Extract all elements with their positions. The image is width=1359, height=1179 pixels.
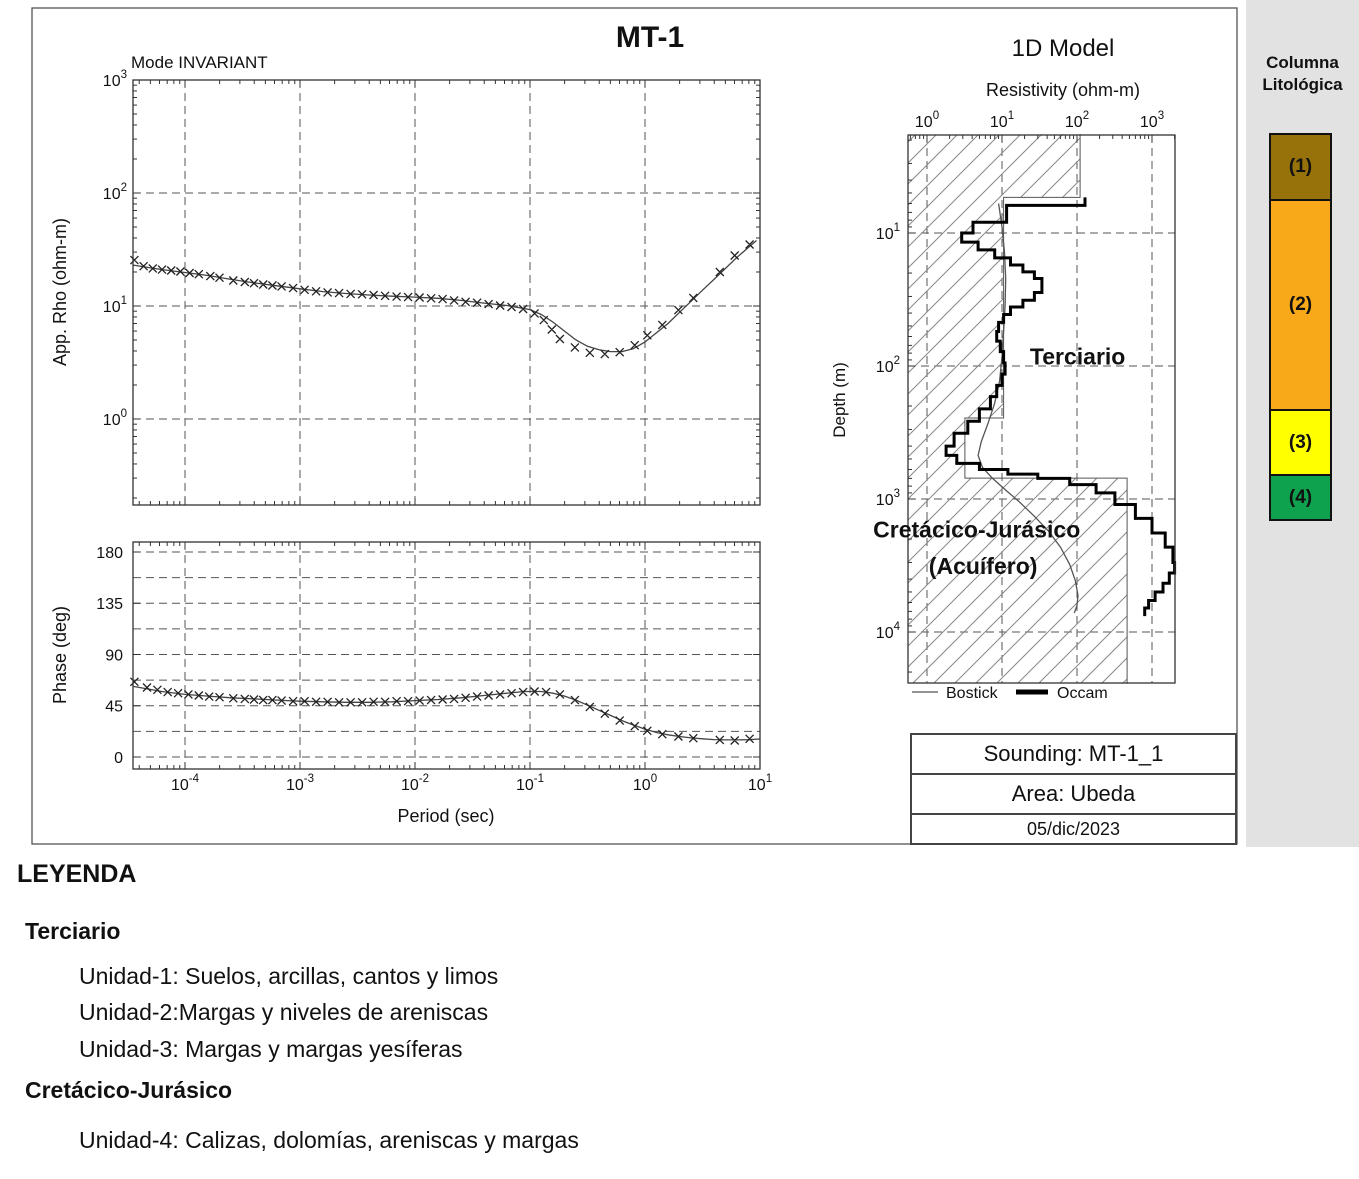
- model-annotations: Terciario Cretácico-Jurásico (Acuífero): [873, 344, 1125, 580]
- litho-header-line1: Columna: [1266, 53, 1339, 72]
- tick-label: 135: [96, 596, 123, 613]
- tick-label: 103: [1140, 110, 1164, 131]
- legend-heading-cretacico: Cretácico-Jurásico: [25, 1077, 233, 1103]
- occam-legend-label: Occam: [1057, 685, 1108, 702]
- tick-label: 10-1: [516, 773, 544, 794]
- apparent-resistivity-plot: 103 102 101 100: [103, 69, 761, 506]
- annotation-2: (Acuífero): [929, 553, 1038, 579]
- litho-column-header: Columna Litológica: [1246, 52, 1359, 96]
- tick-label: 101: [103, 295, 127, 316]
- figure-border: [31, 7, 1238, 845]
- rho-y-axis-label: App. Rho (ohm-m): [50, 218, 70, 366]
- tick-label: 102: [103, 182, 127, 203]
- sounding-info-table: Sounding: MT-1_1 Area: Ubeda 05/dic/2023: [910, 733, 1237, 845]
- phase-y-axis-label: Phase (deg): [50, 606, 70, 704]
- litho-header-line2: Litológica: [1262, 75, 1343, 94]
- litho-block-1: (1): [1269, 133, 1332, 201]
- tick-label: 103: [876, 488, 900, 509]
- tick-label: 90: [105, 647, 123, 664]
- litho-block-4: (4): [1269, 474, 1332, 521]
- litho-block-label: (3): [1288, 431, 1313, 453]
- tick-label: 10-4: [171, 773, 200, 794]
- tick-label: 102: [876, 355, 900, 376]
- tick-label: 100: [915, 110, 939, 131]
- table-row-date: 05/dic/2023: [1026, 818, 1121, 839]
- period-x-axis-label: Period (sec): [397, 806, 494, 826]
- legend-item-unidad-2: Unidad-2:Margas y niveles de areniscas: [79, 999, 489, 1025]
- tick-label: 0: [114, 750, 123, 767]
- table-row-area: Area: Ubeda: [912, 775, 1235, 815]
- occam-curve: [944, 197, 1177, 617]
- tick-label: 180: [96, 545, 123, 562]
- equivalence-hatched-region: [908, 134, 1128, 684]
- annotation-1: Cretácico-Jurásico: [873, 517, 1080, 543]
- tick-label: 10-3: [286, 773, 314, 794]
- legend-heading-terciario: Terciario: [25, 918, 121, 944]
- litho-block-label: (2): [1288, 294, 1313, 315]
- tick-label: 45: [105, 699, 123, 716]
- figure-title: MT-1: [616, 21, 684, 54]
- litho-column-panel: Columna Litológica (1) (2) (3) (4): [1246, 0, 1359, 847]
- tick-label: 100: [103, 408, 127, 429]
- phase-ticks: [133, 542, 761, 769]
- phase-tick-labels: 0 45 90 135 180 10-4 10-3 10-2 10-1 100 101: [96, 545, 772, 794]
- legend-item-unidad-1: Unidad-1: Suelos, arcillas, cantos y lim…: [79, 963, 499, 989]
- rho-frame: [132, 79, 761, 506]
- litho-block-label: (1): [1288, 156, 1313, 177]
- tick-label: 101: [748, 773, 772, 794]
- phase-data-markers: [129, 677, 755, 745]
- model-title: 1D Model: [1012, 35, 1115, 62]
- model-frame: [907, 134, 1176, 684]
- annotation-0: Terciario: [1030, 344, 1125, 370]
- tick-label: 10-2: [401, 773, 429, 794]
- legend-item-unidad-3: Unidad-3: Margas y margas yesíferas: [79, 1036, 463, 1062]
- litho-block-label: (4): [1288, 486, 1313, 508]
- rho-data-markers: [129, 240, 755, 359]
- bostick-legend-label: Bostick: [946, 685, 999, 702]
- phase-frame: [132, 541, 761, 770]
- rho-ticks: [133, 79, 761, 505]
- depth-axis-label: Depth (m): [830, 362, 849, 438]
- tick-label: 102: [1065, 110, 1089, 131]
- mode-label: Mode INVARIANT: [131, 53, 268, 72]
- litho-block-3: (3): [1269, 409, 1332, 476]
- litho-column-blocks: (1) (2) (3) (4): [1269, 133, 1332, 521]
- tick-label: 100: [633, 773, 657, 794]
- resistivity-axis-label: Resistivity (ohm-m): [986, 80, 1140, 100]
- phase-model-curve: [133, 685, 761, 741]
- tick-label: 101: [990, 110, 1014, 131]
- table-row-sounding: Sounding: MT-1_1: [912, 735, 1235, 775]
- tick-label: 101: [876, 222, 900, 243]
- litho-block-2: (2): [1269, 199, 1332, 411]
- tick-label: 103: [103, 69, 127, 90]
- equivalence-boundary: [964, 134, 1128, 684]
- bostick-curve: [977, 203, 1079, 614]
- model-ticks: [908, 135, 1176, 673]
- model-1d-plot: 100 101 102 103 101 102 103 104 Terciario Cretáci…: [873, 110, 1177, 684]
- legend-item-unidad-4: Unidad-4: Calizas, dolomías, areniscas y…: [79, 1127, 579, 1153]
- rho-gridlines: [133, 79, 761, 505]
- tick-label: 104: [876, 621, 901, 642]
- phase-plot: 0 45 90 135 180 10-4 10-3 10-2 10-1 100 101: [96, 541, 772, 794]
- rho-y-tick-labels: 103 102 101 100: [103, 69, 127, 429]
- legend-title: LEYENDA: [17, 860, 137, 888]
